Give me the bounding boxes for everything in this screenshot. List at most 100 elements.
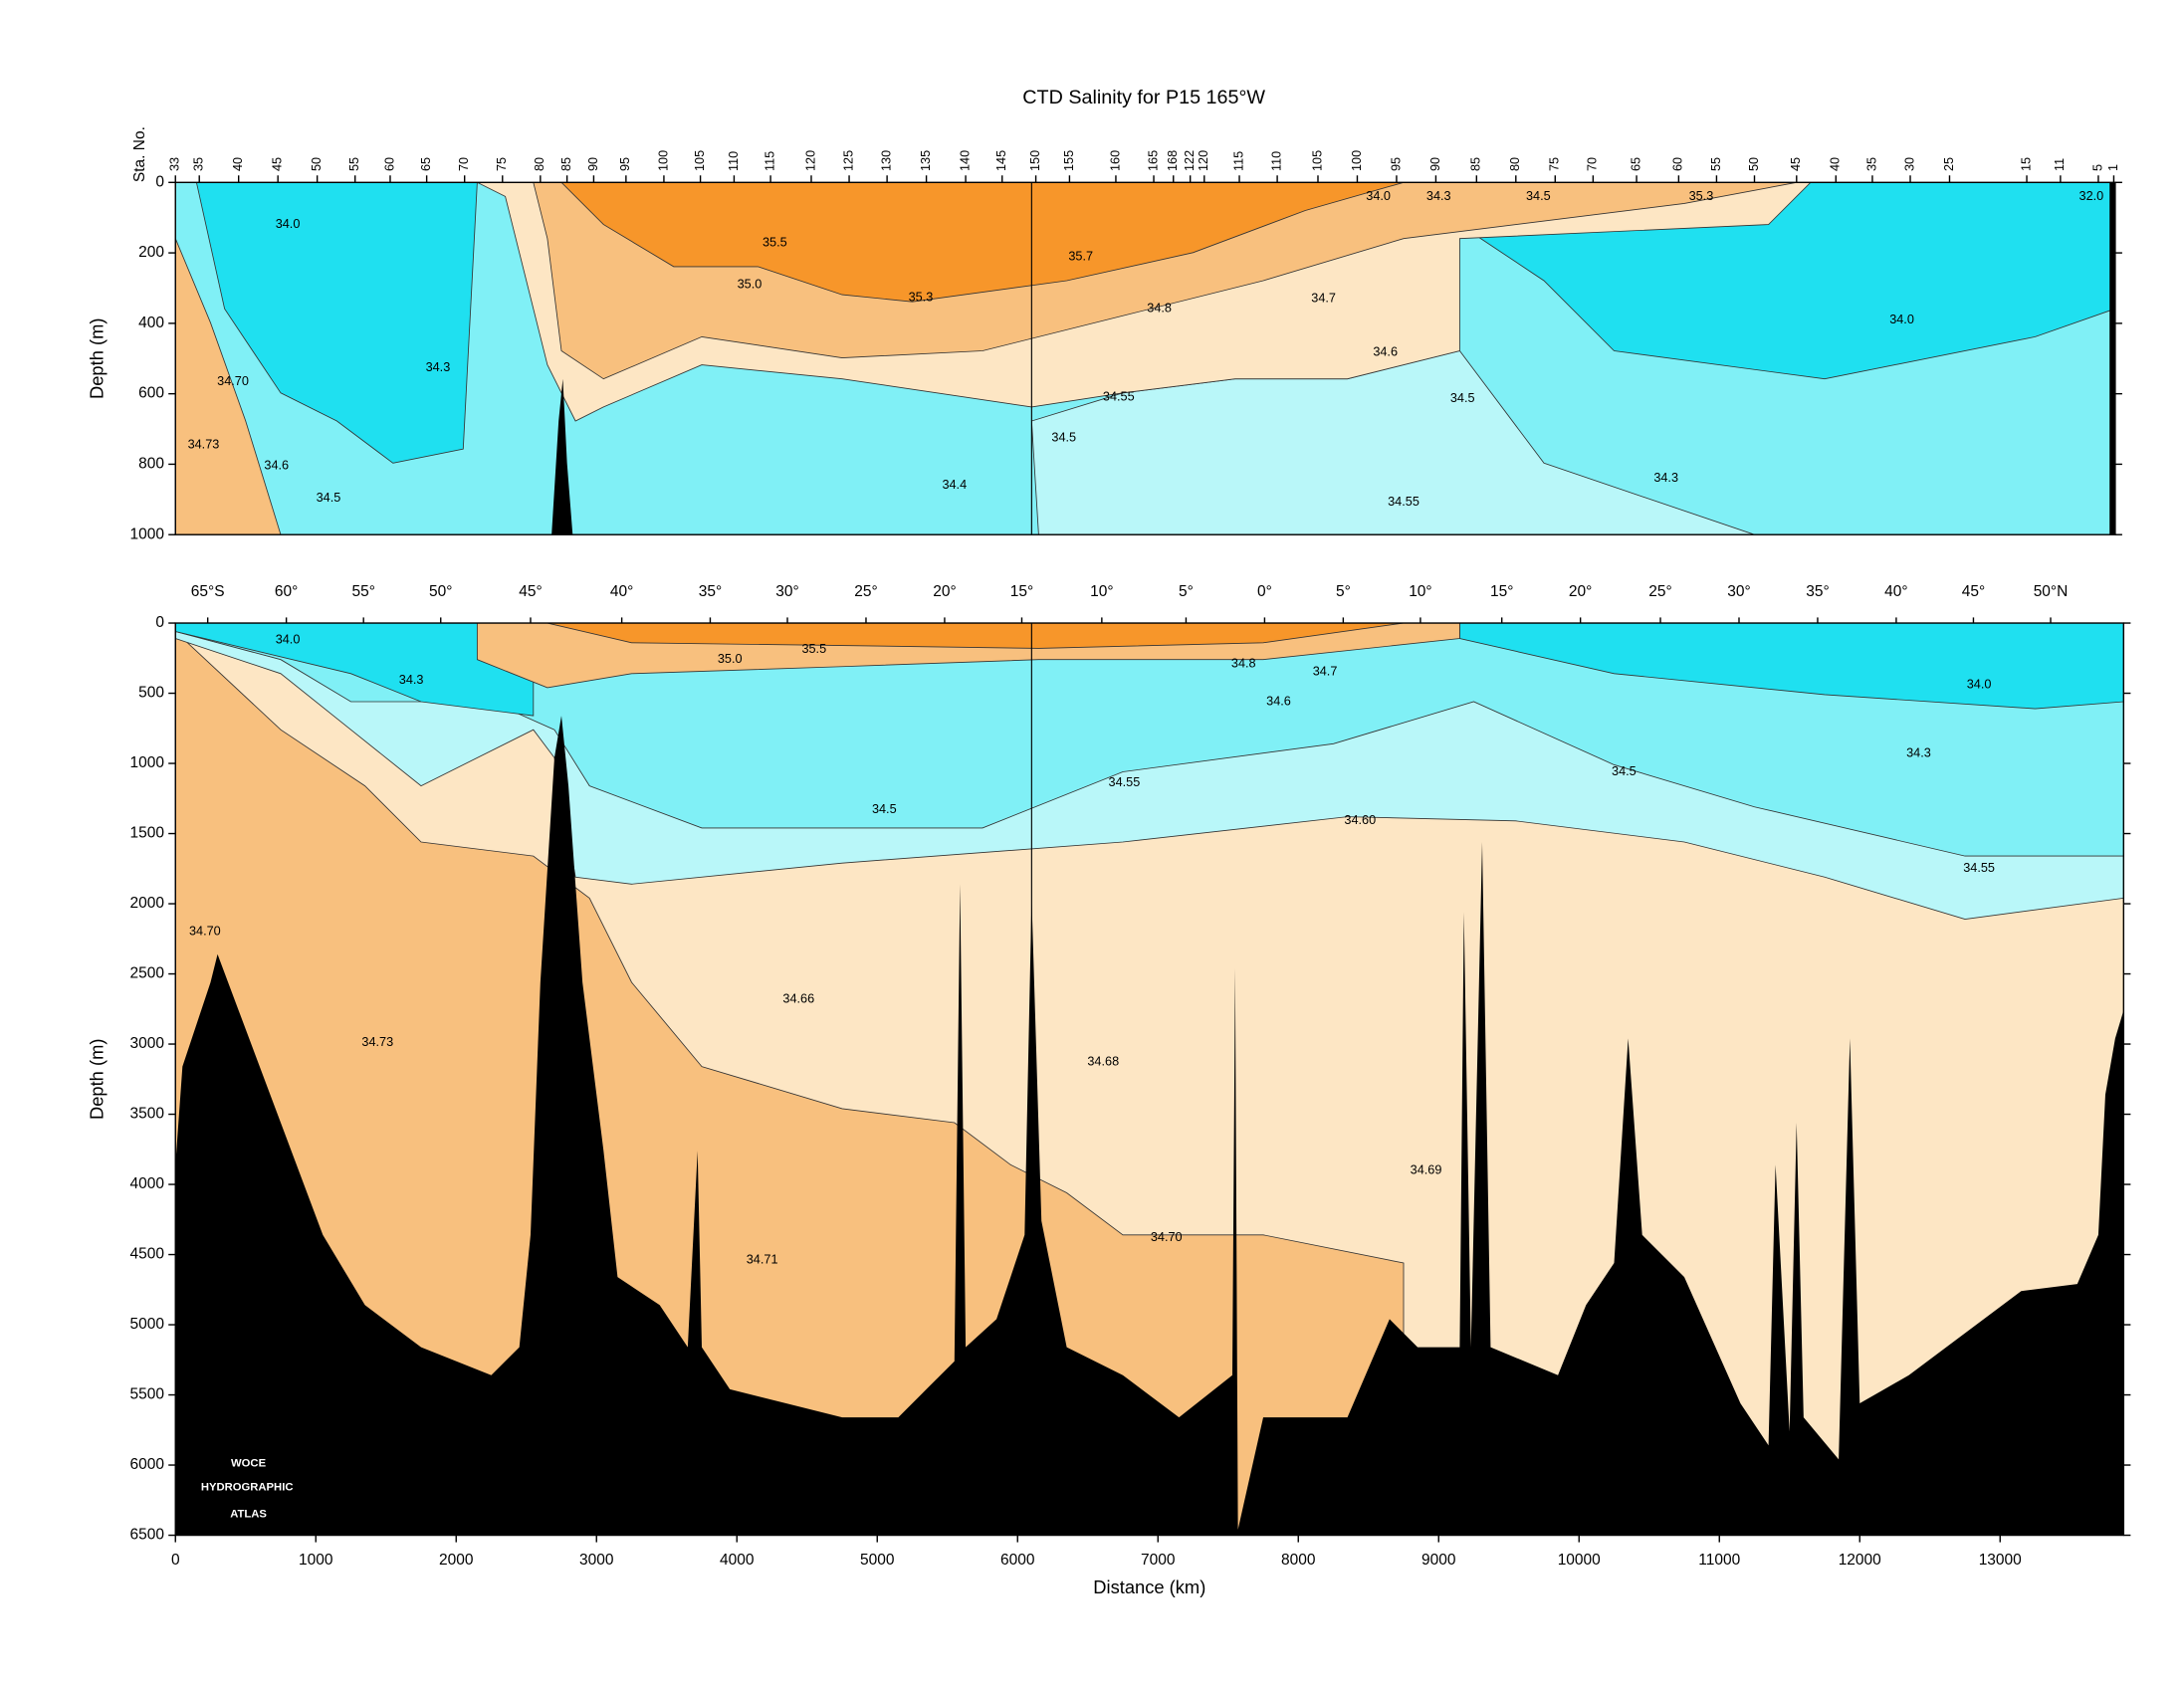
latitude-label: 20° — [1569, 583, 1592, 600]
contour-label: 34.3 — [1653, 471, 1678, 485]
station-label: 85 — [1469, 157, 1483, 171]
station-label: 33 — [168, 157, 182, 171]
latitude-label: 15° — [1490, 583, 1513, 600]
x-tick-label: 6000 — [1000, 1552, 1035, 1569]
salinity-field — [195, 182, 478, 464]
contour-label: 34.0 — [276, 632, 301, 646]
latitude-label: 35° — [699, 583, 722, 600]
station-label: 30 — [1902, 157, 1916, 171]
y-tick-label: 4500 — [129, 1246, 164, 1263]
bathymetry — [2109, 182, 2115, 535]
salinity-field — [175, 623, 2124, 857]
y-tick-label: 1000 — [129, 525, 164, 542]
contour-label: 34.55 — [1388, 495, 1420, 509]
salinity-field — [551, 378, 573, 535]
contour-label: 34.70 — [189, 925, 221, 939]
contour-label: 34.55 — [1103, 389, 1135, 403]
contour-label: 34.8 — [1231, 656, 1256, 670]
x-tick-label: 12000 — [1839, 1552, 1881, 1569]
station-label: 115 — [1231, 151, 1245, 171]
contour-label: 34.0 — [1967, 677, 1992, 691]
station-label: 5 — [2090, 164, 2104, 171]
station-label: 120 — [803, 150, 817, 171]
station-label: 65 — [419, 157, 433, 171]
y-tick-label: 500 — [138, 685, 164, 702]
x-tick-label: 3000 — [579, 1552, 614, 1569]
station-label: 75 — [1548, 157, 1562, 171]
latitude-label: 65°S — [191, 583, 225, 600]
station-label: 145 — [994, 150, 1008, 171]
contour-label: 34.73 — [361, 1035, 393, 1049]
station-axis-label: Sta. No. — [131, 126, 148, 182]
station-label: 35 — [1864, 157, 1878, 171]
station-label: 105 — [1310, 150, 1324, 171]
station-label: 70 — [1586, 157, 1600, 171]
contour-label: 34.3 — [426, 360, 451, 374]
contour-label: 34.3 — [1426, 189, 1451, 203]
contour-label: 34.5 — [317, 491, 341, 505]
plot-area — [175, 182, 2115, 535]
salinity-field — [175, 238, 282, 535]
contour-label: 34.71 — [747, 1253, 778, 1267]
contour-label: 34.8 — [1147, 302, 1172, 315]
contour-label: 35.0 — [738, 278, 763, 292]
contour-label: 34.5 — [1526, 189, 1551, 203]
y-tick-label: 3000 — [129, 1035, 164, 1052]
x-tick-label: 9000 — [1421, 1552, 1456, 1569]
station-label: 35 — [192, 157, 206, 171]
salinity-field — [1458, 623, 2124, 710]
latitude-label: 55° — [351, 583, 374, 600]
salinity-field — [546, 623, 1405, 649]
station-label: 90 — [1428, 157, 1442, 171]
station-label: 100 — [1350, 150, 1364, 171]
contour-label: 34.70 — [1151, 1230, 1183, 1244]
contour-label: 34.68 — [1087, 1055, 1119, 1069]
latitude-label: 10° — [1409, 583, 1431, 600]
latitude-label: 25° — [854, 583, 877, 600]
contour-label: 34.6 — [264, 458, 289, 472]
station-label: 40 — [1829, 157, 1843, 171]
latitude-label: 15° — [1010, 583, 1033, 600]
chart-title: CTD Salinity for P15 165°W — [1022, 87, 1265, 108]
contour-label: 34.73 — [188, 437, 220, 451]
y-tick-label: 3500 — [129, 1106, 164, 1123]
logo-text: HYDROGRAPHIC — [201, 1482, 294, 1494]
station-label: 40 — [231, 157, 245, 171]
salinity-field — [175, 716, 2124, 1536]
contour-label: 34.7 — [1313, 665, 1338, 679]
x-tick-label: 1000 — [299, 1552, 333, 1569]
station-label: 130 — [879, 150, 893, 171]
station-label: 25 — [1942, 157, 1956, 171]
x-tick-label: 8000 — [1281, 1552, 1316, 1569]
latitude-label: 10° — [1090, 583, 1113, 600]
frame — [174, 181, 2116, 535]
latitude-label: 45° — [1962, 583, 1985, 600]
contour-label: 35.5 — [763, 235, 787, 249]
station-label: 50 — [310, 157, 324, 171]
contour-label: 34.0 — [276, 217, 301, 231]
y-tick-label: 6000 — [129, 1456, 164, 1473]
y-tick-label: 400 — [138, 315, 164, 331]
station-label: 50 — [1747, 157, 1761, 171]
y-tick-label: 5500 — [129, 1386, 164, 1403]
contour-label: 35.3 — [1689, 189, 1714, 203]
latitude-label: 35° — [1806, 583, 1829, 600]
y-tick-label: 0 — [155, 173, 164, 190]
x-tick-label: 11000 — [1698, 1552, 1740, 1569]
contour-label: 34.6 — [1266, 694, 1291, 708]
station-label: 60 — [1671, 157, 1685, 171]
y-tick-label: 5000 — [129, 1316, 164, 1333]
y-axis-label: Depth (m) — [87, 318, 108, 399]
station-label: 120 — [1197, 150, 1210, 171]
station-label: 100 — [656, 150, 670, 171]
y-tick-label: 800 — [138, 456, 164, 473]
contour-label: 35.0 — [718, 652, 743, 666]
station-label: 45 — [1789, 157, 1803, 171]
y-tick-label: 600 — [138, 385, 164, 402]
contour-label: 34.7 — [1311, 292, 1336, 306]
x-tick-label: 0 — [171, 1552, 180, 1569]
y-tick-label: 1500 — [129, 825, 164, 842]
contour-label: 34.55 — [1109, 775, 1141, 789]
contour-label: 35.7 — [1068, 249, 1093, 263]
x-axis-label: Distance (km) — [1093, 1576, 1205, 1597]
